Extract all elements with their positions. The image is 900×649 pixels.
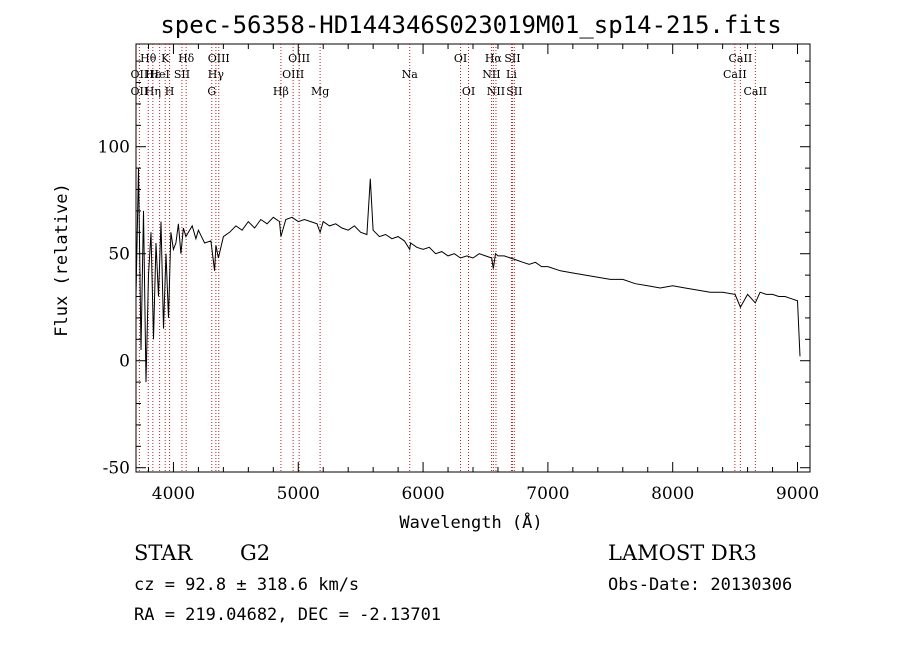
line-marker-label: CaII (723, 68, 747, 81)
x-axis-label: Wavelength (Å) (399, 511, 542, 533)
line-marker-label: Li (506, 68, 517, 81)
line-marker-label: Hδ (178, 52, 195, 65)
line-marker-label: OII (131, 85, 149, 98)
object-subclass: G2 (240, 541, 270, 565)
y-tick-label: -50 (103, 459, 130, 479)
line-marker-label: OI (462, 85, 475, 98)
y-tick-label: 100 (98, 138, 130, 158)
line-marker-label: OIII (282, 68, 304, 81)
chart-title: spec-56358-HD144346S023019M01_sp14-215.f… (160, 11, 781, 39)
line-marker-labels-group: OII OII Hθ Hε Hη HeI K H SII Hδ G Hγ OIII Hβ OIII OIII M… (131, 52, 768, 98)
line-marker-label: OII (131, 68, 149, 81)
line-marker-label: Hγ (208, 68, 225, 81)
line-marker-label: Hη (145, 85, 161, 98)
line-marker-label: SII (174, 68, 190, 81)
line-marker-label: NII (482, 68, 500, 81)
y-tick-label: 50 (108, 245, 130, 265)
line-marker-label: NII (487, 85, 505, 98)
coordinates-text: RA = 219.04682, DEC = -2.13701 (134, 605, 441, 625)
line-marker-label: HeI (149, 68, 169, 81)
x-tick-label: 8000 (651, 484, 694, 504)
line-marker-label: CaII (729, 52, 753, 65)
line-marker-label: OIII (208, 52, 230, 65)
line-marker-label: Hθ (140, 52, 157, 65)
y-axis-label: Flux (relative) (52, 183, 72, 337)
survey-name: LAMOST DR3 (608, 541, 757, 565)
line-marker-label: OIII (288, 52, 310, 65)
redshift-text: cz = 92.8 ± 318.6 km/s (134, 575, 359, 595)
line-marker-label: K (161, 52, 170, 65)
spectrum-line (135, 168, 801, 383)
x-tick-label: 4000 (152, 484, 195, 504)
line-marker-label: Hε (145, 68, 161, 81)
line-marker-label: CaII (743, 85, 767, 98)
line-marker-label: SII (504, 52, 520, 65)
line-marker-label: H (165, 85, 175, 98)
line-marker-label: SII (506, 85, 522, 98)
line-marker-label: Hα (485, 52, 503, 65)
x-tick-label: 5000 (277, 484, 320, 504)
y-tick-label: 0 (119, 352, 130, 372)
x-tick-label: 6000 (401, 484, 444, 504)
object-class: STAR (134, 541, 193, 565)
x-tick-label: 7000 (526, 484, 569, 504)
line-marker-label: Na (402, 68, 419, 81)
line-marker-label: Hβ (273, 85, 289, 98)
obs-date-text: Obs-Date: 20130306 (608, 575, 792, 595)
axis-ticks-group: 4000 5000 6000 7000 8000 9000 -50 0 50 100 (98, 44, 819, 504)
line-marker-label: OI (454, 52, 467, 65)
line-marker-label: G (207, 85, 216, 98)
line-markers-group (138, 44, 756, 472)
line-marker-label: Mg (311, 85, 329, 98)
x-tick-label: 9000 (776, 484, 819, 504)
